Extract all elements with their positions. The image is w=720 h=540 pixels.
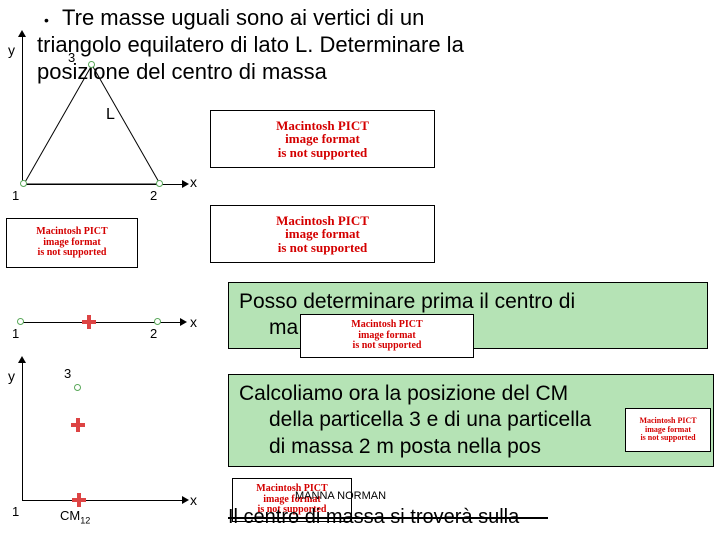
point-1-bottom: 1 xyxy=(12,504,19,519)
point-marker xyxy=(17,318,24,325)
pict-line: is not supported xyxy=(278,146,368,160)
pict-line: image format xyxy=(285,132,360,146)
pict-placeholder: Macintosh PICT image format is not suppo… xyxy=(300,314,474,358)
pict-line: Macintosh PICT xyxy=(276,214,369,228)
cm-marker-icon xyxy=(82,315,96,329)
x-label-bottom: x xyxy=(190,492,197,508)
point-1-label: 1 xyxy=(12,326,19,341)
pict-line: is not supported xyxy=(353,341,422,352)
vertex-3-label: 3 xyxy=(68,50,75,65)
pict-line: Macintosh PICT xyxy=(276,119,369,133)
cm12-small-diagram: 1 2 x xyxy=(0,300,210,340)
cm12-label: CM12 xyxy=(60,508,90,526)
box1-line1: Posso determinare prima il centro di xyxy=(239,289,697,315)
cm12-marker-icon xyxy=(72,493,86,507)
y-label-bottom: y xyxy=(8,368,15,384)
pict-placeholder: Macintosh PICT image format is not suppo… xyxy=(210,205,435,263)
author-label: MANNA NORMAN xyxy=(295,490,386,502)
pict-line: is not supported xyxy=(38,248,107,259)
point-3-marker xyxy=(74,384,81,391)
pict-placeholder: Macintosh PICT image format is not suppo… xyxy=(625,408,711,452)
vertex-marker xyxy=(20,180,27,187)
x-label-small: x xyxy=(190,314,197,330)
cm-marker-icon xyxy=(71,418,85,432)
heading-line1: Tre masse uguali sono ai vertici di un xyxy=(62,4,424,32)
vertex-marker xyxy=(88,61,95,68)
pict-line: is not supported xyxy=(278,241,368,255)
point-2-label: 2 xyxy=(150,326,157,341)
vertex-1-label: 1 xyxy=(12,188,19,203)
point-marker xyxy=(154,318,161,325)
point-3-label: 3 xyxy=(64,366,71,381)
pict-line: image format xyxy=(285,227,360,241)
pict-placeholder: Macintosh PICT image format is not suppo… xyxy=(6,218,138,268)
box2-line1: Calcoliamo ora la posizione del CM xyxy=(239,381,703,407)
pict-line: is not supported xyxy=(640,434,695,442)
side-L-label: L xyxy=(106,106,115,124)
pict-placeholder: Macintosh PICT image format is not suppo… xyxy=(210,110,435,168)
triangle-diagram: y x 3 L 1 2 xyxy=(0,30,200,200)
bullet-dot: • xyxy=(44,12,49,28)
cm-final-diagram: y x 3 1 CM12 xyxy=(0,360,210,530)
strike-line xyxy=(228,517,548,519)
vertex-marker xyxy=(156,180,163,187)
vertex-2-label: 2 xyxy=(150,188,157,203)
